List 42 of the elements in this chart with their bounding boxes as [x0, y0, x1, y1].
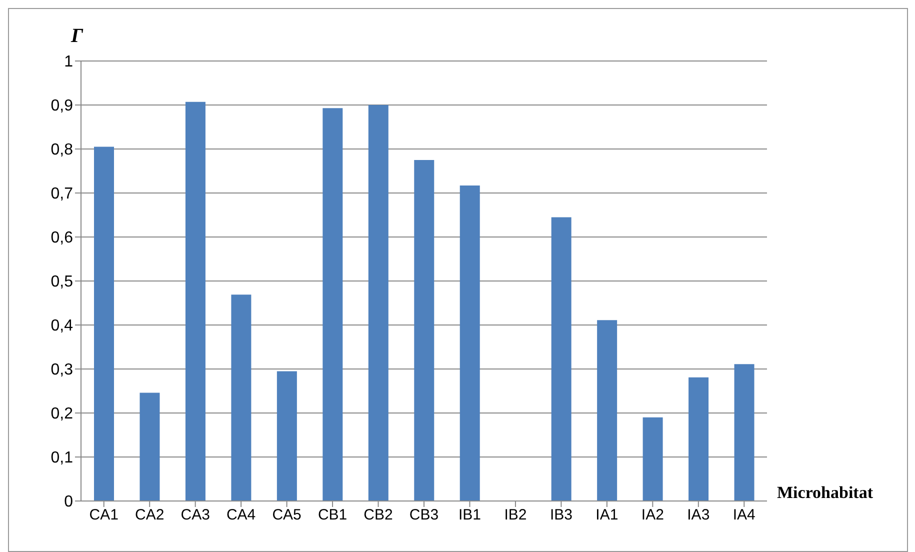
- x-tick-label: IA2: [641, 506, 664, 524]
- x-tick-label: CB2: [364, 506, 393, 524]
- x-axis-title: Microhabitat: [777, 483, 874, 503]
- y-tick-label: 0,7: [50, 186, 74, 203]
- x-tick-label: IB3: [550, 506, 572, 524]
- y-axis-title: Г: [71, 25, 84, 48]
- y-tick-label: 0,3: [50, 362, 74, 379]
- y-tick-label: 0,5: [50, 274, 74, 291]
- y-tick-label: 0,8: [50, 142, 74, 159]
- bar: [185, 102, 206, 501]
- y-tick-label: 0,4: [50, 318, 74, 335]
- y-tick-label: 1: [64, 54, 74, 71]
- x-tick-label: CA2: [135, 506, 164, 524]
- x-tick-label: CB1: [318, 506, 348, 524]
- x-tick-label: IA3: [687, 506, 710, 524]
- bar: [140, 392, 160, 501]
- x-tick-label: IB2: [504, 506, 527, 524]
- bar: [94, 146, 114, 501]
- x-tick-label: IA4: [732, 506, 756, 524]
- bar: [231, 294, 252, 501]
- x-tick-label: IB1: [458, 506, 481, 524]
- y-tick-label: 0,2: [50, 406, 74, 423]
- bar: [551, 217, 572, 501]
- x-tick-label: CA3: [180, 506, 210, 524]
- y-tick-label: 0,9: [50, 98, 74, 115]
- bar: [414, 160, 434, 501]
- bar: [322, 108, 343, 501]
- bar: [642, 417, 663, 501]
- x-tick-label: CA1: [89, 506, 118, 524]
- bar: [460, 186, 480, 501]
- bar: [688, 377, 709, 501]
- x-tick-label: CA5: [272, 506, 302, 524]
- x-tick-label: CA4: [226, 506, 256, 524]
- y-tick-label: 0,1: [50, 450, 74, 467]
- y-tick-label: 0: [64, 494, 74, 511]
- bar: [734, 364, 754, 501]
- bar: [597, 320, 618, 501]
- x-tick-label: CB3: [409, 506, 439, 524]
- x-tick-label: IA1: [596, 506, 618, 524]
- bar: [276, 371, 297, 501]
- bar: [368, 105, 388, 501]
- y-tick-label: 0,6: [50, 230, 74, 247]
